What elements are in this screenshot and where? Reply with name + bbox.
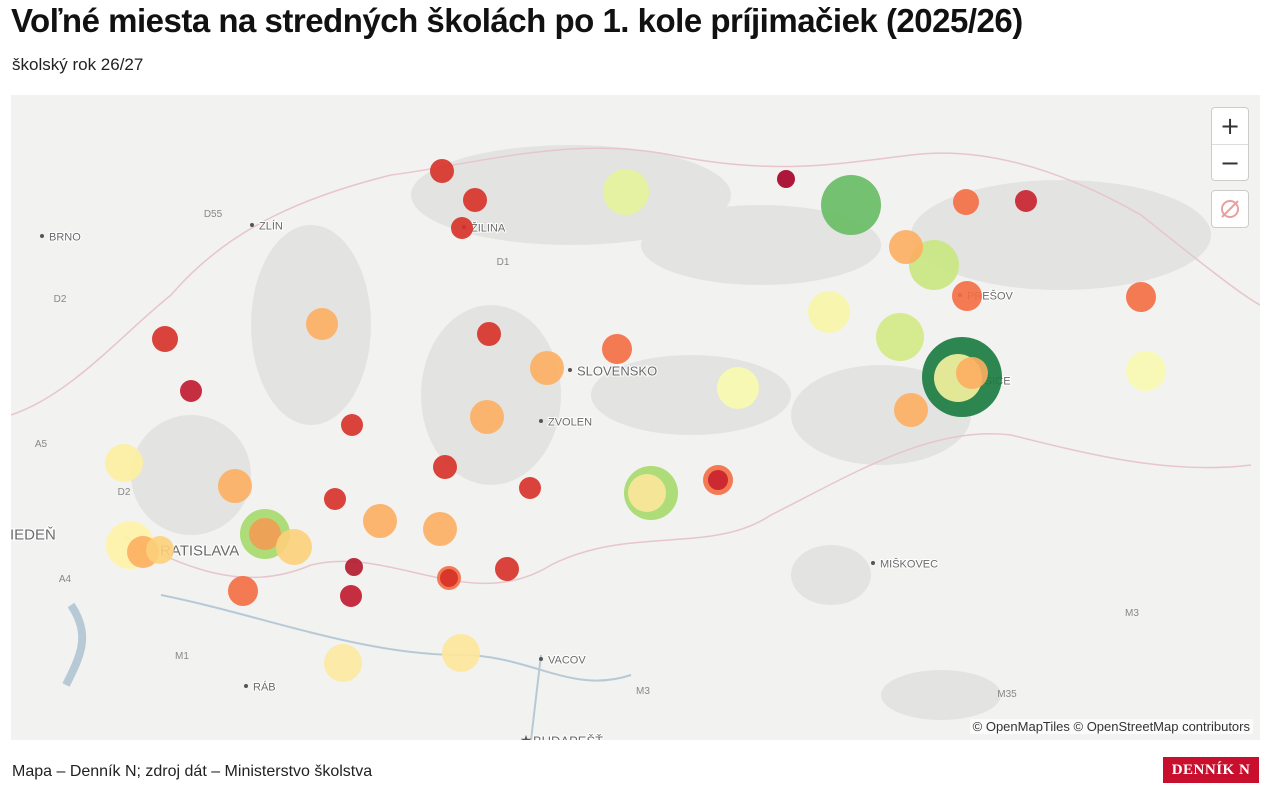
subtitle: školský rok 26/27 [12,55,144,74]
city-dot [244,684,248,688]
school-marker [276,529,312,565]
place-label: RÁB [253,681,276,694]
lake [62,602,87,687]
place-label: BRNO [49,232,81,244]
road-label: M1 [175,651,189,662]
place-label: VIEDEŇ [11,527,56,544]
city-dot [539,657,543,661]
place-label: ŽILINA [471,222,506,235]
school-marker [463,188,487,212]
school-marker [1126,351,1166,391]
locate-icon [1221,200,1239,218]
road-label: D2 [54,294,67,305]
capital-star: ★ [520,733,533,740]
school-marker [363,504,397,538]
place-label: ZLÍN [259,220,283,233]
school-marker [1015,190,1037,212]
city-dot [871,561,875,565]
road-label: D55 [204,209,223,220]
school-marker [324,644,362,682]
school-marker [249,518,281,550]
school-marker [105,444,143,482]
school-marker [495,557,519,581]
school-marker [628,474,666,512]
road-label: A5 [35,439,48,450]
school-marker [876,313,924,361]
school-marker [708,470,728,490]
school-marker [442,634,480,672]
school-marker [152,326,178,352]
place-label: BUDAPEŠŤ [533,734,603,741]
school-marker [423,512,457,546]
school-marker [953,189,979,215]
road-label: D1 [497,257,510,268]
school-marker [440,569,458,587]
school-marker [952,281,982,311]
road-label: A4 [59,574,72,585]
title: Voľné miesta na stredných školách po 1. … [11,2,1023,39]
city-dot [250,223,254,227]
place-label: SLOVENSKO [577,364,657,379]
road-label: M3 [636,686,650,697]
school-marker [340,585,362,607]
school-marker [430,159,454,183]
school-marker [470,400,504,434]
attribution: © OpenMapTiles © OpenStreetMap contribut… [969,719,1253,734]
place-label: ZVOLEN [548,417,592,429]
school-marker [519,477,541,499]
school-marker [306,308,338,340]
school-marker [530,351,564,385]
logo[interactable]: DENNÍK N [1163,757,1259,783]
school-marker [602,334,632,364]
road-label: M35 [997,689,1017,700]
school-marker [146,536,174,564]
zoom-out[interactable]: − [1219,149,1241,177]
road-label: D2 [118,487,131,498]
school-marker [345,558,363,576]
road-label: M3 [1125,608,1139,619]
place-label: VACOV [548,655,586,667]
school-marker [889,230,923,264]
school-marker [808,291,850,333]
city-dot [568,368,572,372]
city-dot [539,419,543,423]
school-marker [777,170,795,188]
zoom-in[interactable]: + [1212,108,1248,145]
school-marker [218,469,252,503]
school-marker [180,380,202,402]
place-label: MIŠKOVEC [880,558,938,571]
locate-button[interactable] [1211,190,1249,228]
borders [11,147,1260,585]
school-marker [821,175,881,235]
city-dot [40,234,44,238]
school-marker [433,455,457,479]
school-marker [324,488,346,510]
school-marker [956,357,988,389]
school-marker [477,322,501,346]
school-marker [894,393,928,427]
source: Mapa – Denník N; zdroj dát – Ministerstv… [12,763,373,780]
school-marker [1126,282,1156,312]
school-marker [717,367,759,409]
school-marker [603,169,649,215]
school-marker [341,414,363,436]
zoom-controls: + − [1211,107,1249,181]
school-marker [451,217,473,239]
school-marker [228,576,258,606]
